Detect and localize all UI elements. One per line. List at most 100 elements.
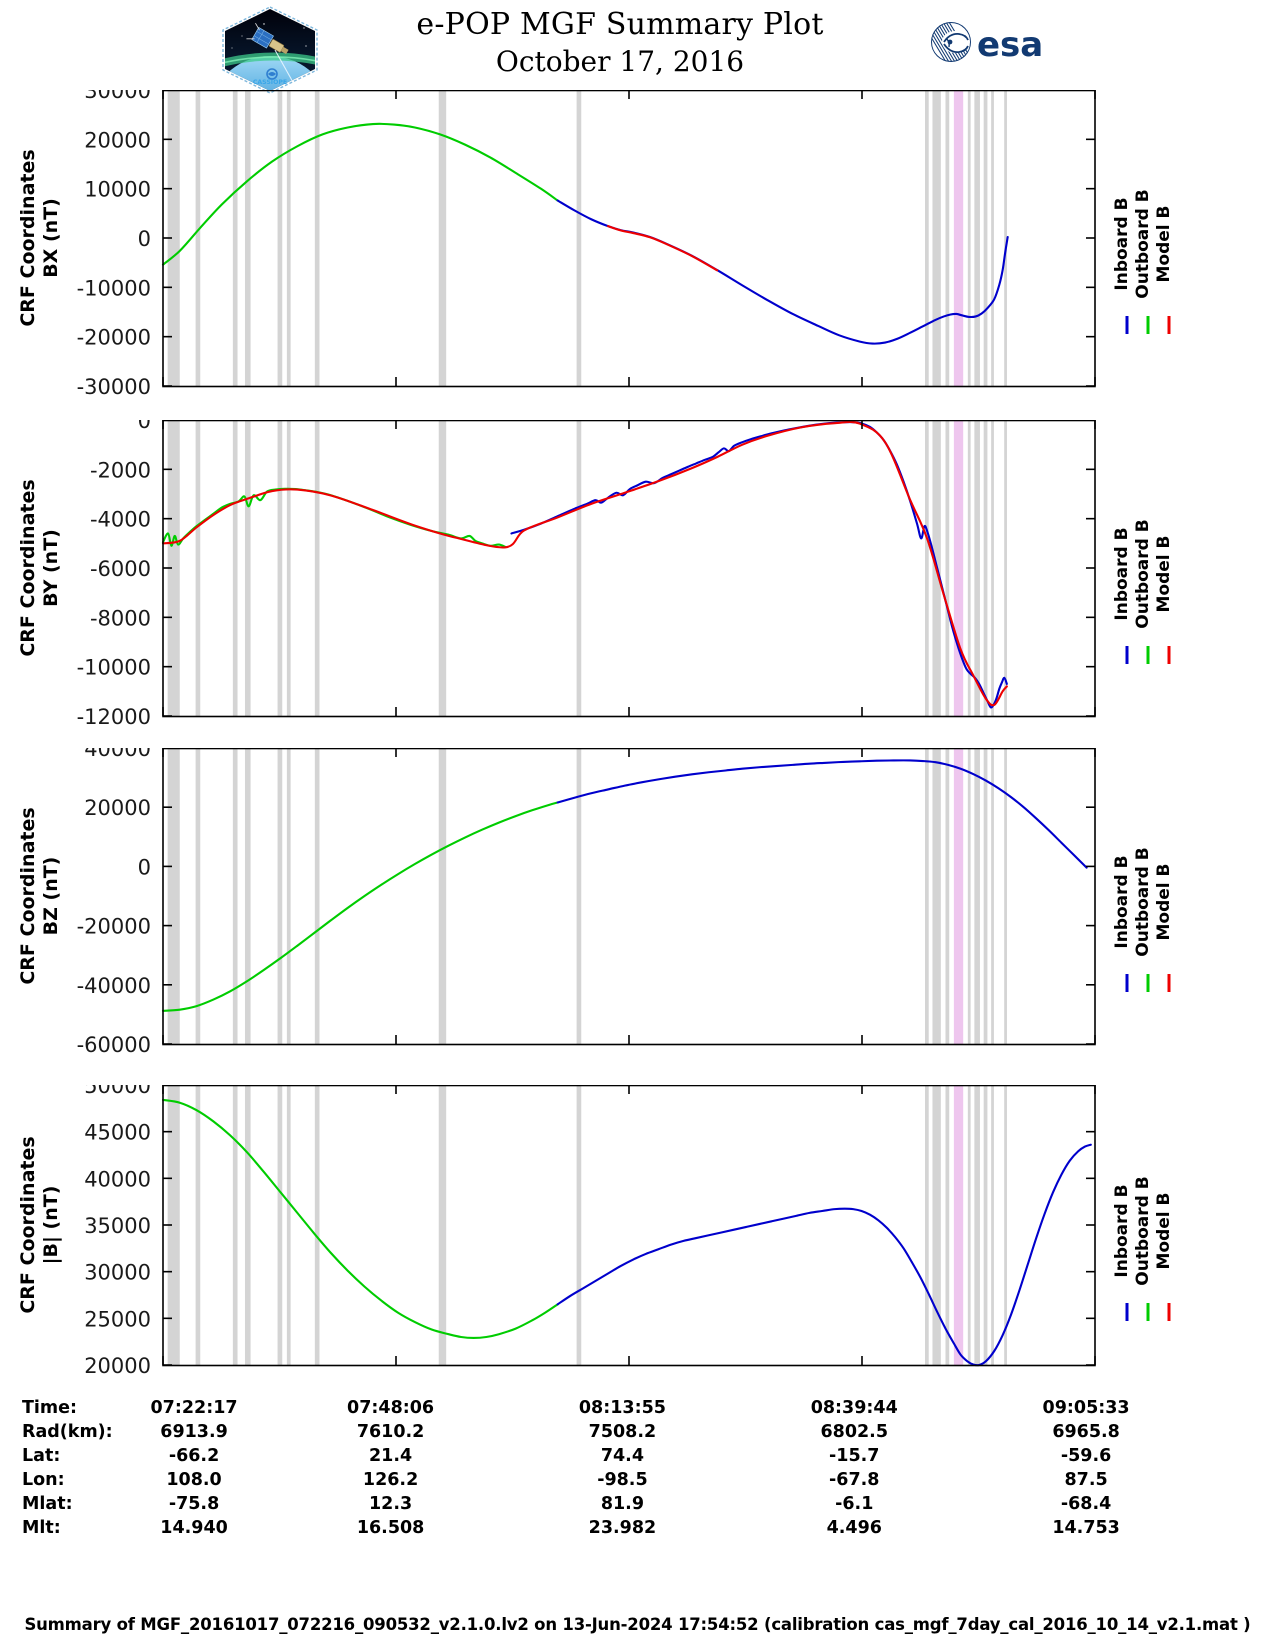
legend: Inboard B Outboard B Model B — [1112, 519, 1174, 664]
shading-band — [277, 420, 283, 716]
legend-entry-0: Inboard B — [1112, 527, 1132, 620]
shading-band — [945, 90, 950, 386]
y-tick-label: -10000 — [77, 656, 151, 680]
shading-band — [983, 748, 988, 1044]
shading-band — [991, 748, 994, 1044]
y-axis-title-line2: BX (nT) — [40, 198, 62, 278]
legend-label: Outboard B — [1133, 519, 1153, 628]
shading-band — [438, 420, 447, 716]
esa-logo-icon: esa — [931, 22, 1043, 65]
series-line-model-b — [606, 225, 719, 272]
x-axis-group — [162, 90, 1096, 386]
legend-label: Inboard B — [1112, 197, 1132, 290]
info-cell: -98.5 — [597, 1470, 648, 1490]
info-row-label: Lat: — [22, 1446, 61, 1466]
info-cell: 23.982 — [588, 1518, 657, 1538]
shading-band — [924, 420, 929, 716]
info-row-label: Time: — [22, 1398, 78, 1418]
x-axis-group — [162, 1085, 1096, 1365]
shading-band — [286, 1085, 291, 1365]
legend-entry-2: Model B — [1154, 206, 1174, 283]
y-tick-label: 0 — [138, 855, 151, 879]
shading-band — [983, 420, 988, 716]
legend-entry-1: Outboard B — [1133, 519, 1153, 628]
y-axis-title-line1: CRF Coordinates — [17, 1136, 39, 1313]
data-quality-shading-group — [167, 1085, 1007, 1365]
y-tick-label: -20000 — [77, 326, 151, 350]
shading-band — [945, 420, 950, 716]
y-axis-group: 30000 20000 10000 0 -10000 -20000 -30000 — [77, 90, 1095, 399]
shading-band — [244, 1085, 251, 1365]
series-line-outboard-b — [161, 801, 559, 1012]
info-cell: -75.8 — [168, 1494, 220, 1514]
legend-entry-1: Outboard B — [1133, 1176, 1153, 1285]
legend-entry-0: Inboard B — [1112, 1184, 1132, 1277]
shading-band — [438, 90, 447, 386]
shading-band — [286, 420, 291, 716]
shading-band — [974, 748, 980, 1044]
shading-band — [974, 1085, 980, 1365]
info-cell: 21.4 — [368, 1446, 413, 1466]
data-quality-shading-group — [167, 748, 1007, 1044]
series-line-inboard-b — [556, 1143, 1092, 1367]
shading-band — [232, 420, 238, 716]
plot-panel-4: 50000 45000 40000 35000 30000 25000 20000 CRF C… — [0, 1085, 1275, 1391]
info-cell: 14.753 — [1052, 1518, 1120, 1538]
y-tick-label: -2000 — [90, 458, 151, 482]
info-row-label: Lon: — [22, 1470, 65, 1490]
info-table-row: Lon: 108.0 126.2 -98.5 -67.8 87.5 — [22, 1468, 1202, 1492]
shading-band — [991, 1085, 994, 1365]
shading-band — [991, 420, 994, 716]
shading-band — [991, 90, 994, 386]
y-axis-title-line1: CRF Coordinates — [17, 479, 39, 656]
shading-band — [195, 420, 201, 716]
shading-band — [983, 1085, 988, 1365]
x-axis-group — [162, 748, 1096, 1044]
y-tick-label: -40000 — [77, 974, 151, 998]
shading-band — [967, 90, 971, 386]
shading-band — [953, 748, 964, 1044]
shading-band — [932, 1085, 941, 1365]
y-tick-label: -30000 — [77, 375, 151, 399]
plot-panel-1: 30000 20000 10000 0 -10000 -20000 -30000 CRF Co… — [0, 90, 1275, 412]
legend-entry-0: Inboard B — [1112, 855, 1132, 948]
info-cell: 08:13:55 — [578, 1398, 666, 1418]
legend-entry-1: Outboard B — [1133, 847, 1153, 956]
shading-band — [195, 90, 201, 386]
shading-band — [1004, 748, 1007, 1044]
shading-band — [932, 90, 941, 386]
shading-band — [167, 1085, 180, 1365]
y-axis-title-line1: CRF Coordinates — [17, 149, 39, 326]
shading-band — [983, 90, 988, 386]
legend-label: Model B — [1154, 206, 1174, 283]
ephemeris-info-table: Time: 07:22:17 07:48:06 08:13:55 08:39:44 09:… — [0, 1396, 1275, 1540]
shading-band — [932, 748, 941, 1044]
shading-band — [277, 1085, 283, 1365]
page-header: CASSIOPE e-POP MGF Summary Plot October … — [0, 0, 1275, 95]
title-date: October 17, 2016 — [495, 45, 745, 78]
info-cell: -68.4 — [1060, 1494, 1112, 1514]
shading-band — [195, 1085, 201, 1365]
legend-entry-0: Inboard B — [1112, 197, 1132, 290]
legend: Inboard B Outboard B Model B — [1112, 1176, 1174, 1321]
shading-band — [576, 1085, 582, 1365]
shading-band — [232, 1085, 238, 1365]
y-axis-title: CRF Coordinates |B| (nT) — [17, 1136, 62, 1313]
shading-band — [167, 90, 180, 386]
info-cell: 09:05:33 — [1042, 1398, 1130, 1418]
shading-band — [967, 748, 971, 1044]
legend-label: Outboard B — [1133, 189, 1153, 298]
shading-band — [286, 90, 291, 386]
mission-logo-label: CASSIOPE — [253, 79, 287, 86]
shading-band — [974, 420, 980, 716]
legend-label: Model B — [1154, 864, 1174, 941]
legend: Inboard B Outboard B Model B — [1112, 189, 1174, 334]
shading-band — [286, 748, 291, 1044]
y-tick-label: 20000 — [84, 1354, 151, 1378]
info-cell: 6802.5 — [820, 1422, 888, 1442]
info-table-row: Rad(km): 6913.9 7610.2 7508.2 6802.5 6965.8 — [22, 1420, 1202, 1444]
series-line-inboard-b — [556, 759, 1088, 869]
shading-band — [232, 90, 238, 386]
y-tick-label: 40000 — [84, 748, 151, 761]
info-cell: 4.496 — [826, 1518, 882, 1538]
